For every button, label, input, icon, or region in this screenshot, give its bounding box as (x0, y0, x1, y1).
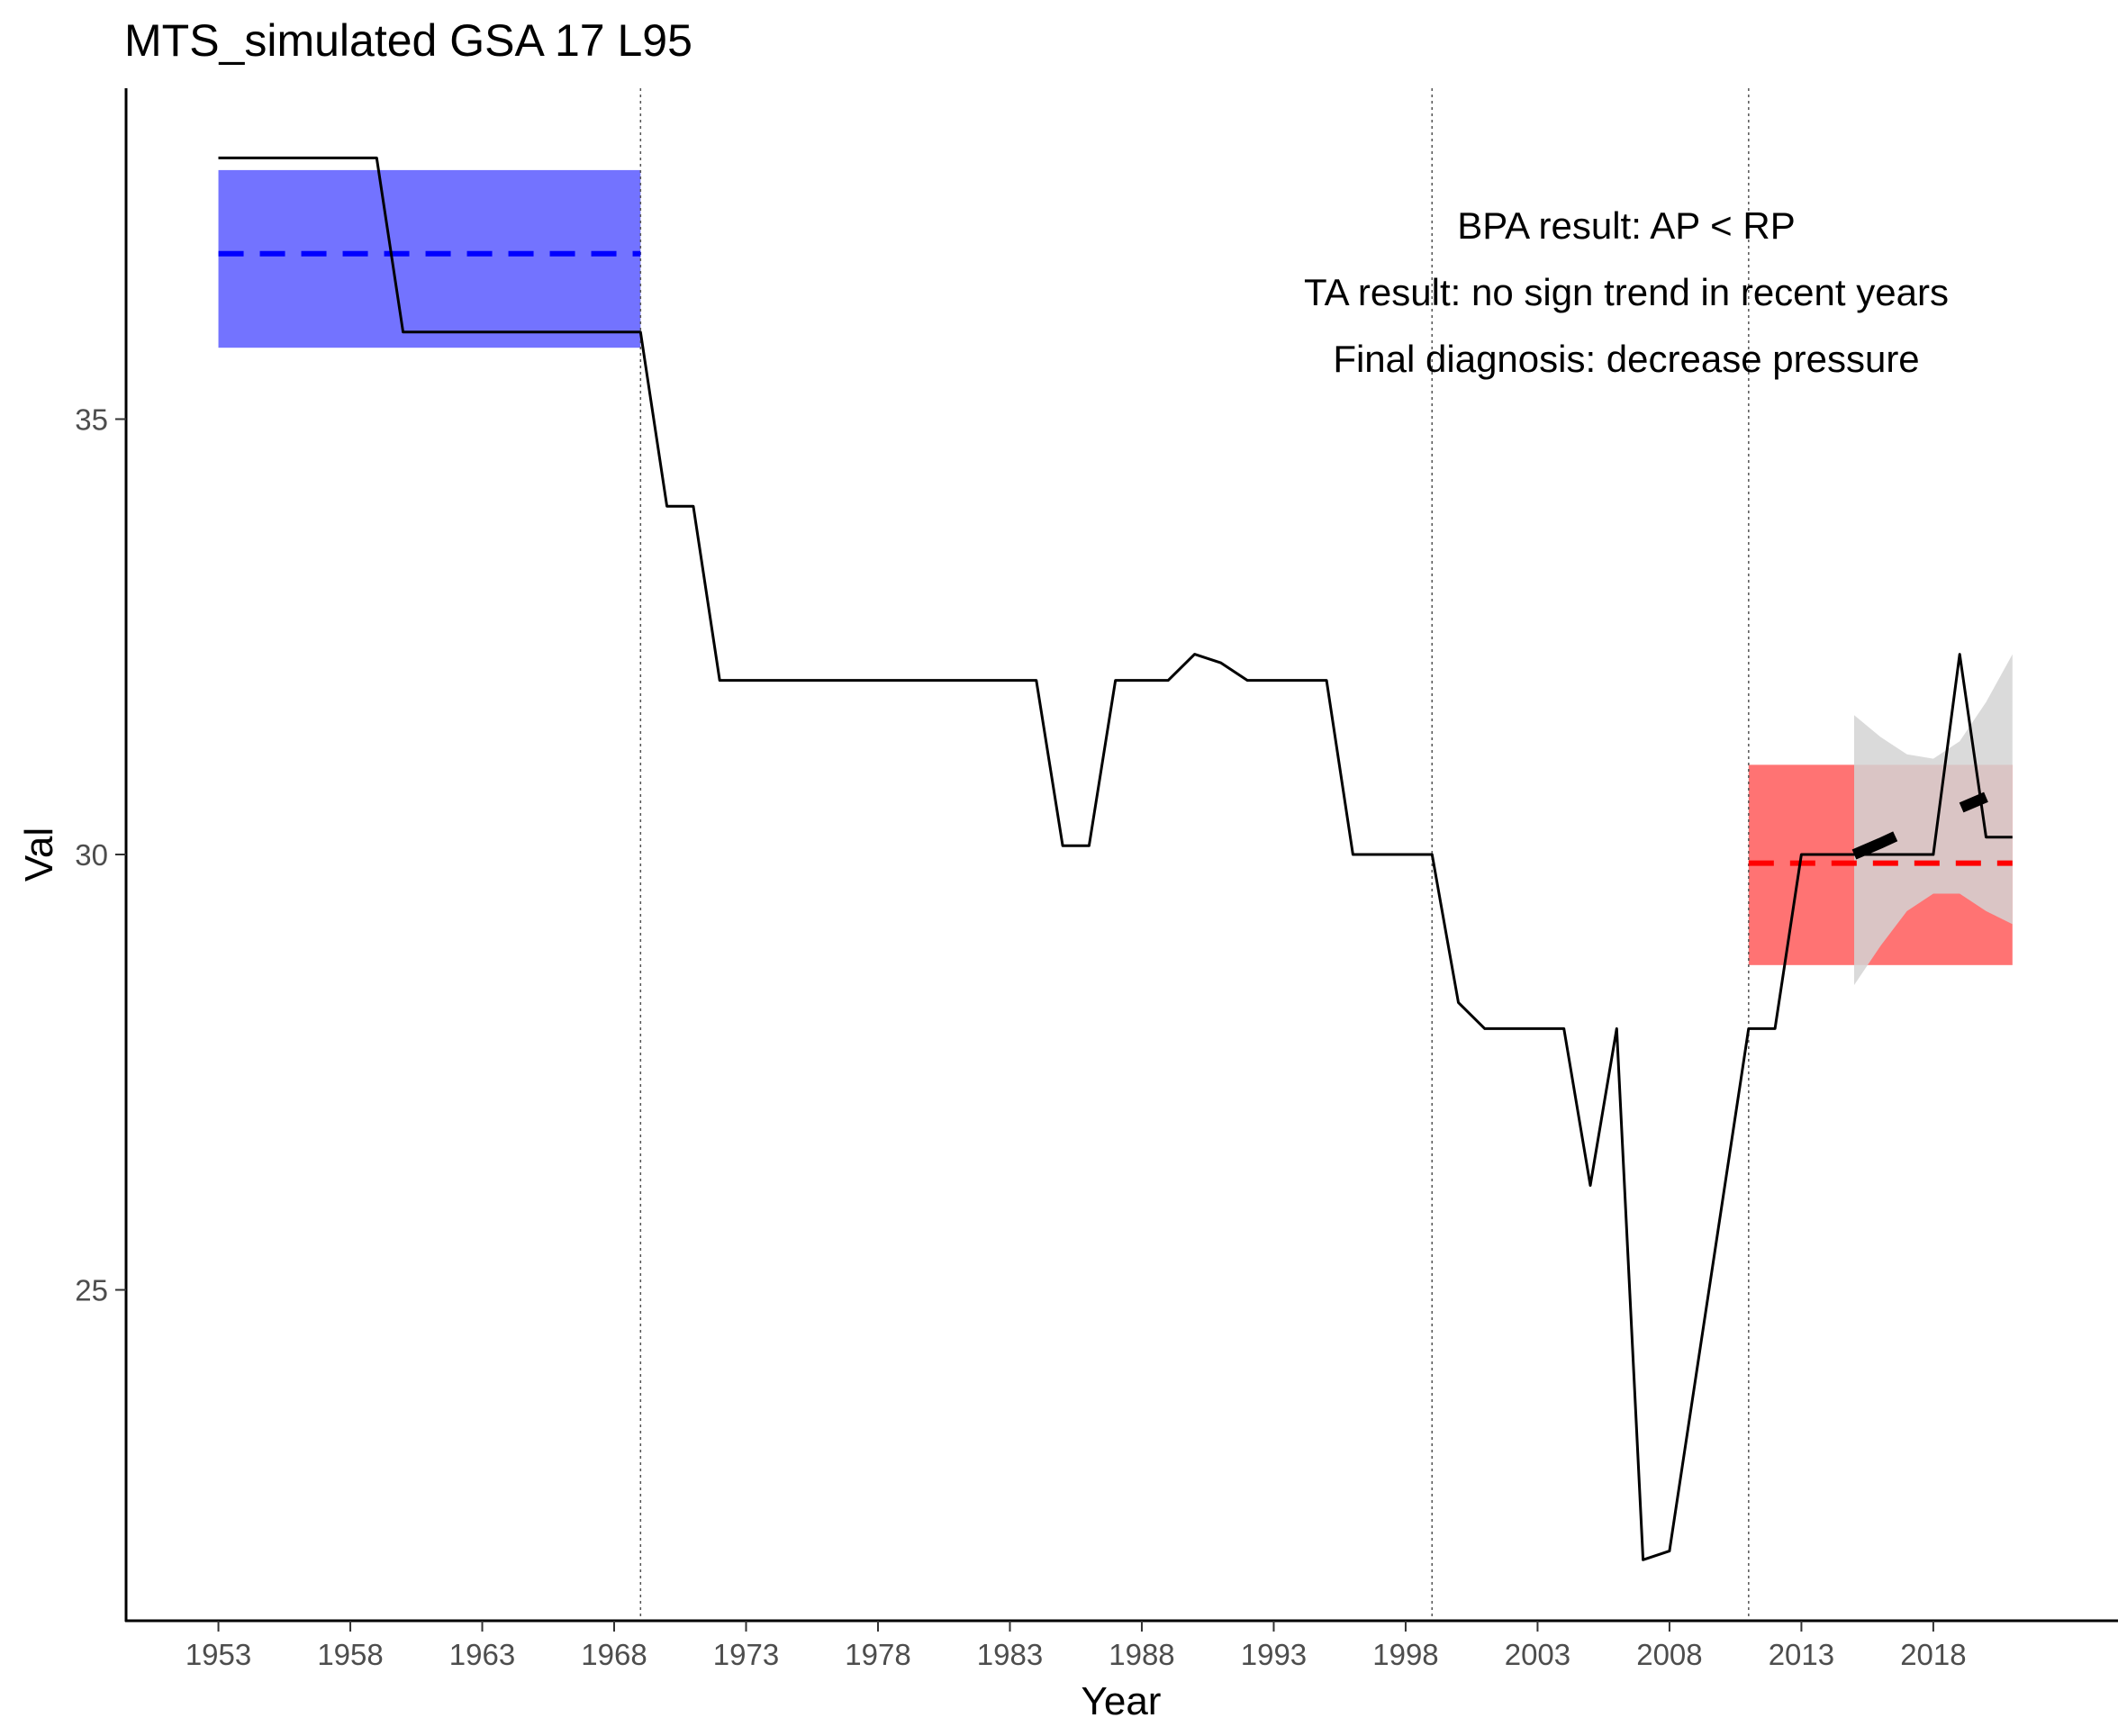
x-tick-label: 1963 (449, 1638, 515, 1671)
series-layer (218, 156, 2013, 1561)
annotation-ta-result: TA result: no sign trend in recent years (1304, 271, 1949, 313)
x-tick-label: 1968 (581, 1638, 647, 1671)
annotation-final-diagnosis: Final diagnosis: decrease pressure (1333, 338, 1919, 380)
x-tick-label: 1978 (845, 1638, 910, 1671)
x-tick-label: 1973 (713, 1638, 779, 1671)
x-tick-label: 1983 (977, 1638, 1043, 1671)
y-tick-label: 35 (75, 402, 108, 436)
y-axis-title: Val (17, 827, 61, 882)
series-line (218, 156, 2013, 1561)
trend-fit-layer (1851, 791, 1988, 860)
period-divider-layer (639, 88, 1750, 1621)
trend-fit-line (1851, 791, 1988, 860)
x-tick-label: 2003 (1505, 1638, 1570, 1671)
reference-period-layer (218, 169, 641, 348)
y-tick-label: 25 (75, 1274, 108, 1307)
x-tick-label: 1953 (186, 1638, 251, 1671)
x-axis-title: Year (1082, 1679, 1162, 1723)
x-tick-label: 2013 (1769, 1638, 1834, 1671)
x-tick-label: 1998 (1372, 1638, 1438, 1671)
x-tick-label: 1993 (1241, 1638, 1307, 1671)
reference-period-band (218, 169, 641, 348)
x-tick-label: 1958 (317, 1638, 383, 1671)
annotation-bpa-result: BPA result: AP < RP (1457, 204, 1795, 247)
x-tick-label: 2008 (1636, 1638, 1702, 1671)
x-tick-label: 2018 (1900, 1638, 1966, 1671)
y-tick-layer: 25 30 35 (75, 402, 126, 1307)
period-mean-layer (218, 250, 2013, 866)
x-tick-layer: 1953 1958 1963 1968 1973 1978 1983 1988 1993 1998… (186, 1621, 1967, 1671)
x-tick-label: 1988 (1109, 1638, 1174, 1671)
y-tick-label: 30 (75, 838, 108, 872)
chart-title: MTS_simulated GSA 17 L95 (124, 15, 692, 66)
annotation-block: BPA result: AP < RP TA result: no sign t… (1304, 204, 1949, 380)
